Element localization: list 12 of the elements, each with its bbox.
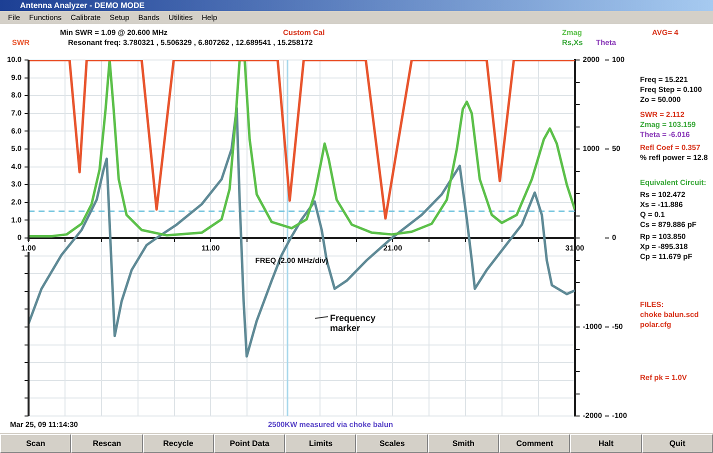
text: Halt: [570, 434, 642, 453]
text: Point Data: [214, 434, 286, 453]
text: Limits: [285, 434, 356, 453]
text: Comment: [499, 434, 570, 453]
text: Quit: [642, 434, 713, 453]
text: Smith: [428, 434, 500, 453]
chart-title: Antenna Analyzer - DEMO MODE: [0, 0, 713, 11]
text: Scales: [356, 434, 428, 453]
annotation: Frequency marker: [330, 313, 377, 333]
text: Rescan: [71, 434, 143, 453]
text: Scan: [0, 434, 72, 453]
text: Recycle: [142, 434, 214, 453]
